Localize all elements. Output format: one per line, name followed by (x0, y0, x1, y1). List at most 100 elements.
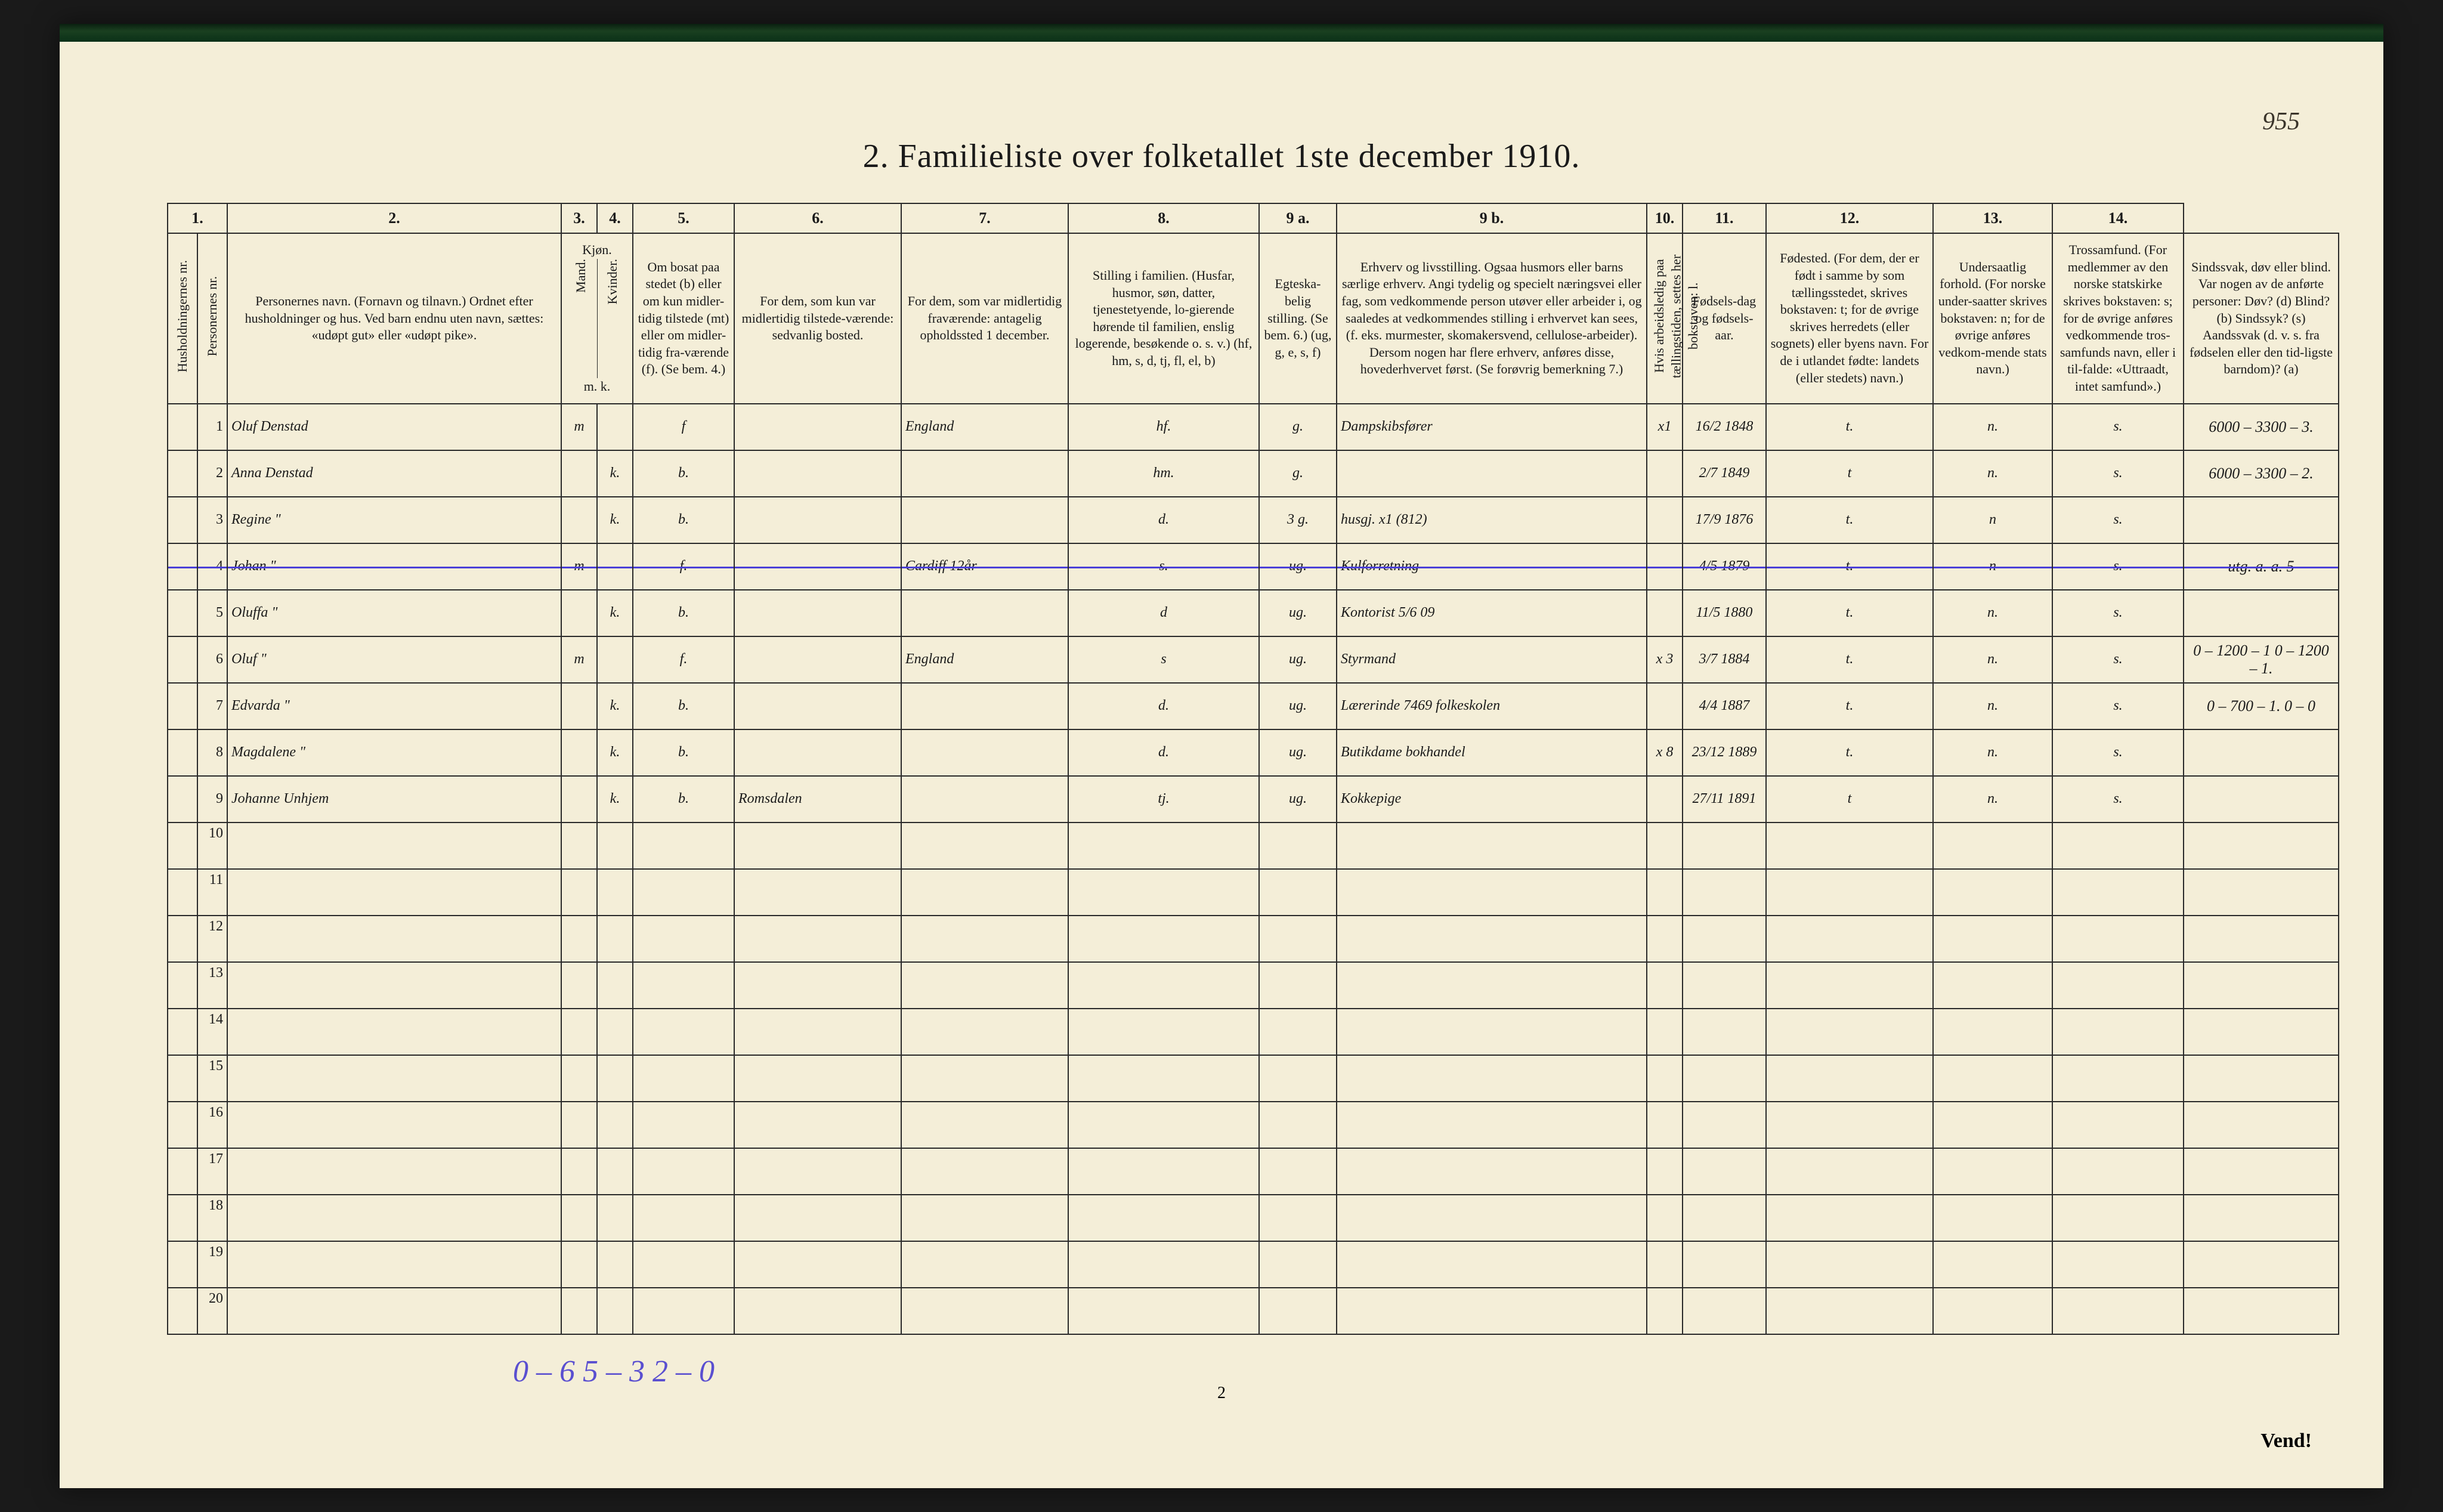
cell: t. (1766, 404, 1933, 450)
cell (633, 1195, 734, 1241)
hdr-navn: Personernes navn. (Fornavn og tilnavn.) … (227, 233, 561, 404)
cell: g. (1259, 450, 1337, 497)
cell (901, 497, 1068, 543)
cell (901, 869, 1068, 916)
cell (1068, 1055, 1259, 1102)
cell (901, 450, 1068, 497)
cell (1337, 1241, 1647, 1288)
cell: Oluf " (227, 636, 561, 683)
cell (2184, 497, 2339, 543)
cell (734, 1055, 901, 1102)
hdr-trossamfund: Trossamfund. (For medlemmer av den norsk… (2052, 233, 2184, 404)
colnum-9a: 9 a. (1259, 203, 1337, 233)
cell (1766, 1055, 1933, 1102)
cell (633, 1148, 734, 1195)
cell (1766, 869, 1933, 916)
cell (2184, 823, 2339, 869)
footer-tally: 0 – 6 5 – 3 2 – 0 (513, 1354, 715, 1389)
cell: t (1766, 450, 1933, 497)
cell (597, 543, 633, 590)
cell (901, 1009, 1068, 1055)
cell (1683, 1195, 1766, 1241)
cell (1766, 1288, 1933, 1334)
cell: 4 (197, 543, 227, 590)
cell: Oluf Denstad (227, 404, 561, 450)
cell (168, 404, 197, 450)
cell (2184, 869, 2339, 916)
cell (1337, 1148, 1647, 1195)
table-row: 1Oluf DenstadmfEnglandhf.g.Dampskibsføre… (168, 404, 2339, 450)
cell: 15 (197, 1055, 227, 1102)
cell (1068, 823, 1259, 869)
cell: 20 (197, 1288, 227, 1334)
cell (734, 450, 901, 497)
cell: n. (1933, 590, 2052, 636)
cell (561, 497, 597, 543)
cell: hm. (1068, 450, 1259, 497)
cell (561, 916, 597, 962)
cell: s. (2052, 450, 2184, 497)
table-row: 3Regine "k.b.d.3 g.husgj. x1 (812)17/9 1… (168, 497, 2339, 543)
colnum-14: 14. (2052, 203, 2184, 233)
cell (1933, 1102, 2052, 1148)
cell (1647, 1009, 1683, 1055)
cell (2184, 590, 2339, 636)
cell (1647, 450, 1683, 497)
cell: m (561, 404, 597, 450)
cell (2184, 1102, 2339, 1148)
hdr-kvinder: Kvinder. (604, 259, 621, 304)
cell: Lærerinde 7469 folkeskolen (1337, 683, 1647, 729)
cell: 13 (197, 962, 227, 1009)
cell (1683, 1102, 1766, 1148)
cell (2052, 823, 2184, 869)
cell (597, 1102, 633, 1148)
table-row: 8Magdalene "k.b.d.ug.Butikdame bokhandel… (168, 729, 2339, 776)
cell: ug. (1259, 590, 1337, 636)
cell (1259, 869, 1337, 916)
cell (597, 1009, 633, 1055)
cell (227, 1009, 561, 1055)
cell (734, 916, 901, 962)
cell (2052, 1195, 2184, 1241)
cell (2052, 1148, 2184, 1195)
cell: n. (1933, 450, 2052, 497)
cell (1683, 916, 1766, 962)
cell (1647, 1102, 1683, 1148)
cell: Magdalene " (227, 729, 561, 776)
colnum-2: 2. (227, 203, 561, 233)
cell (561, 1009, 597, 1055)
cell (1933, 1288, 2052, 1334)
cell: Kokkepige (1337, 776, 1647, 823)
hdr-kjon-top: Kjøn. (565, 242, 629, 259)
cell (734, 636, 901, 683)
cell: n. (1933, 683, 2052, 729)
colnum-7: 7. (901, 203, 1068, 233)
cell (1068, 1195, 1259, 1241)
cell (2052, 1102, 2184, 1148)
cell (1647, 869, 1683, 916)
cell (561, 1102, 597, 1148)
cell (227, 823, 561, 869)
cell: m (561, 543, 597, 590)
cell (1766, 1195, 1933, 1241)
cell (1068, 1102, 1259, 1148)
cell (901, 590, 1068, 636)
cell (597, 1241, 633, 1288)
cell (1683, 962, 1766, 1009)
cell: t. (1766, 729, 1933, 776)
cell (227, 1288, 561, 1334)
cell: b. (633, 497, 734, 543)
cell (227, 1055, 561, 1102)
cell (734, 1148, 901, 1195)
cell (1259, 1195, 1337, 1241)
cell: d. (1068, 729, 1259, 776)
cell (1259, 1009, 1337, 1055)
cell (1766, 916, 1933, 962)
cell (1259, 1102, 1337, 1148)
cell (1259, 1148, 1337, 1195)
cell (168, 962, 197, 1009)
cell (1337, 1195, 1647, 1241)
cell (2184, 916, 2339, 962)
cell (2052, 869, 2184, 916)
cell: Kulforretning (1337, 543, 1647, 590)
